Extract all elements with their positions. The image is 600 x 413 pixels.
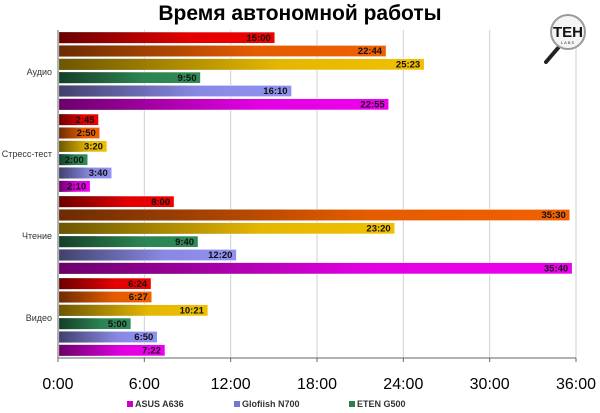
bar-data-label: 2:50: [77, 128, 96, 139]
bar-data-label: 2:10: [67, 182, 86, 193]
bar-data-label: 5:00: [108, 319, 127, 330]
bar-shade: [59, 72, 201, 84]
category-label: Чтение: [22, 231, 52, 241]
bar-shade: [59, 278, 152, 290]
category-label: Видео: [26, 313, 52, 323]
legend-item-asus: ASUS A636: [127, 399, 184, 409]
x-tick-label: 24:00: [383, 376, 423, 393]
bar-shade: [59, 291, 152, 303]
bar-data-label: 9:40: [175, 237, 194, 248]
bar-data-label: 2:45: [76, 115, 96, 126]
bar-data-label: 7:22: [142, 346, 161, 357]
bar-shade: [59, 114, 99, 126]
legend-label: Glofiish N700: [242, 399, 300, 409]
bar-shade: [59, 209, 570, 221]
bar-shade: [59, 222, 395, 234]
bar-data-label: 3:20: [84, 142, 103, 153]
bar-data-label: 16:10: [263, 86, 287, 97]
bar-shade: [59, 262, 573, 274]
bar-shade: [59, 344, 165, 356]
bar-shade: [59, 98, 389, 110]
bar-shade: [59, 45, 387, 57]
bar-shade: [59, 85, 292, 97]
bar-shade: [59, 180, 91, 192]
bar-shade: [59, 331, 158, 343]
x-tick-label: 0:00: [42, 376, 73, 393]
x-tick-label: 6:00: [129, 376, 160, 393]
bar-data-label: 6:24: [128, 279, 148, 290]
bar-data-label: 9:50: [177, 73, 196, 84]
bar-shade: [59, 318, 131, 330]
legend-swatch: [127, 401, 133, 407]
bar-data-label: 22:44: [358, 46, 383, 57]
bar-shade: [59, 304, 208, 316]
x-tick-label: 12:00: [211, 376, 251, 393]
legend-item-glofiish: Glofiish N700: [234, 399, 300, 409]
category-label: Аудио: [27, 67, 52, 77]
legend-swatch: [349, 401, 355, 407]
bar-shade: [59, 196, 175, 208]
bar-data-label: 22:55: [360, 100, 385, 111]
bar-data-label: 6:27: [129, 292, 148, 303]
legend-label: ETEN G500: [357, 399, 406, 409]
legend-swatch: [234, 401, 240, 407]
x-tick-label: 30:00: [470, 376, 510, 393]
bar-shade: [59, 236, 199, 248]
bar-shade: [59, 167, 112, 179]
bar-data-label: 2:00: [65, 155, 84, 166]
bar-shade: [59, 58, 425, 70]
bar-data-label: 10:21: [180, 306, 205, 317]
teh-labs-logo: TEH LABS: [544, 14, 586, 64]
logo-text: TEH: [553, 24, 583, 41]
legend-item-eten: ETEN G500: [349, 399, 406, 409]
bar-shade: [59, 249, 237, 261]
category-label: Стресс-тест: [2, 149, 52, 159]
bar-shade: [59, 154, 88, 166]
logo-subtext: LABS: [561, 40, 575, 45]
bar-data-label: 6:50: [134, 332, 153, 343]
chart-title: Время автономной работы: [158, 2, 442, 25]
bar-shade: [59, 127, 100, 139]
legend-label: ASUS A636: [135, 399, 184, 409]
bar-data-label: 12:20: [208, 250, 232, 261]
bar-data-label: 3:40: [89, 168, 108, 179]
x-tick-label: 18:00: [297, 376, 337, 393]
bar-data-label: 25:23: [396, 60, 420, 71]
x-tick-label: 36:00: [556, 376, 596, 393]
bar-data-label: 15:00: [247, 33, 271, 44]
bar-data-label: 35:30: [541, 210, 565, 221]
bar-data-label: 8:00: [151, 197, 170, 208]
bar-data-label: 23:20: [366, 224, 390, 235]
bar-shade: [59, 32, 275, 44]
bar-data-label: 35:40: [544, 264, 568, 275]
bar-shade: [59, 140, 107, 152]
